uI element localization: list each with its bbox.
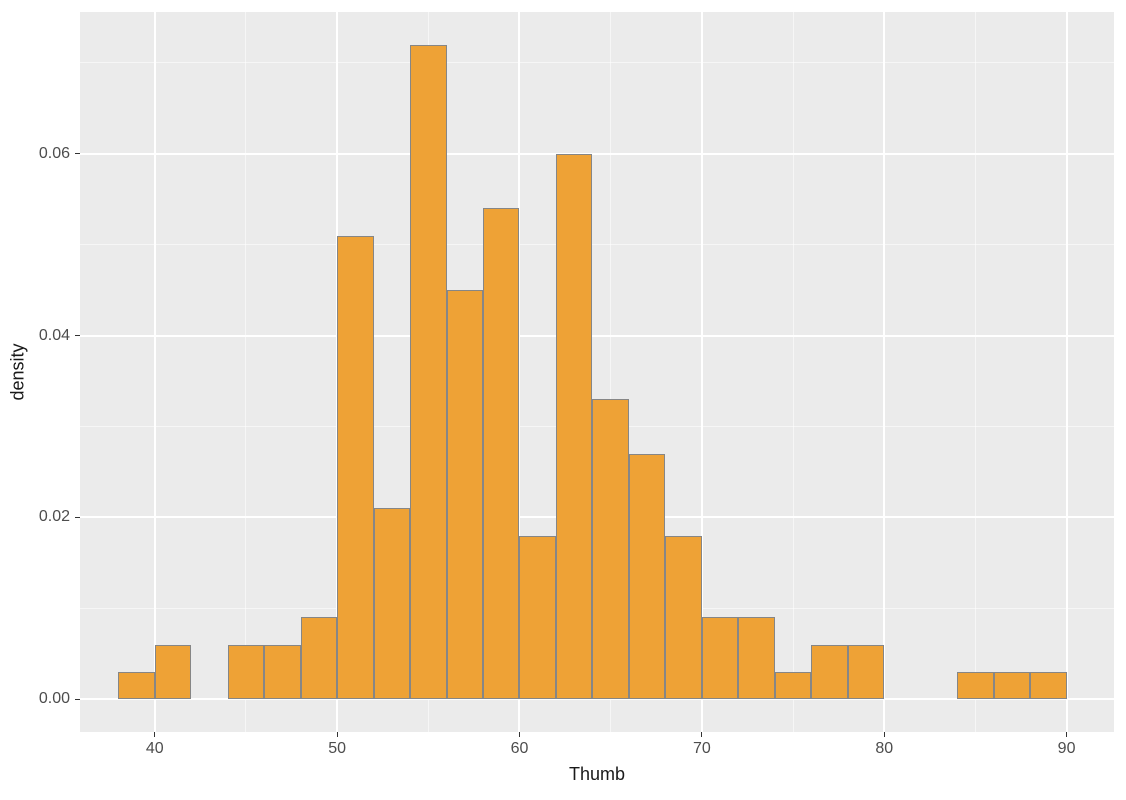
histogram-bar [848, 645, 884, 700]
y-tick-label: 0.06 [39, 145, 70, 163]
histogram-bar [775, 672, 811, 699]
y-gridline-minor [80, 62, 1114, 63]
y-tick [75, 153, 80, 154]
histogram-bar [1030, 672, 1066, 699]
x-gridline-minor [245, 12, 246, 732]
x-gridline-major [154, 12, 156, 732]
y-tick [75, 517, 80, 518]
y-gridline-major [80, 335, 1114, 337]
histogram-figure: Thumb density 40 50 60 70 80 90 0.00 0.02 0.04 0.… [0, 0, 1126, 800]
histogram-bar [483, 208, 519, 699]
x-tick-label: 80 [875, 740, 893, 758]
histogram-bar [155, 645, 191, 700]
histogram-bar [118, 672, 154, 699]
x-tick-label: 40 [146, 740, 164, 758]
histogram-bar [519, 536, 555, 700]
x-tick-label: 70 [693, 740, 711, 758]
y-gridline-major [80, 153, 1114, 155]
y-tick-label: 0.04 [39, 327, 70, 345]
y-tick [75, 699, 80, 700]
histogram-bar [665, 536, 701, 700]
x-tick [154, 732, 155, 737]
histogram-bar [228, 645, 264, 700]
histogram-bar [738, 617, 774, 699]
histogram-bar [301, 617, 337, 699]
x-tick-label: 90 [1058, 740, 1076, 758]
x-gridline-minor [793, 12, 794, 732]
x-axis-title: Thumb [569, 764, 625, 785]
x-tick-label: 50 [328, 740, 346, 758]
histogram-bar [592, 399, 628, 699]
x-tick [1066, 732, 1067, 737]
x-tick [884, 732, 885, 737]
histogram-bar [264, 645, 300, 700]
histogram-bar [702, 617, 738, 699]
histogram-bar [337, 236, 373, 700]
x-tick [519, 732, 520, 737]
x-gridline-major [883, 12, 885, 732]
x-tick [337, 732, 338, 737]
y-tick [75, 335, 80, 336]
histogram-bar [957, 672, 993, 699]
y-axis-title: density [8, 343, 29, 400]
histogram-bar [374, 508, 410, 699]
x-gridline-minor [975, 12, 976, 732]
histogram-bar [556, 154, 592, 699]
x-tick-label: 60 [511, 740, 529, 758]
y-tick-label: 0.02 [39, 508, 70, 526]
histogram-bar [811, 645, 847, 700]
y-tick-label: 0.00 [39, 690, 70, 708]
x-gridline-major [1066, 12, 1068, 732]
plot-panel [80, 12, 1114, 732]
x-tick [701, 732, 702, 737]
histogram-bar [447, 290, 483, 699]
histogram-bar [410, 45, 446, 700]
y-gridline-minor [80, 244, 1114, 245]
histogram-bar [994, 672, 1030, 699]
histogram-bar [629, 454, 665, 699]
